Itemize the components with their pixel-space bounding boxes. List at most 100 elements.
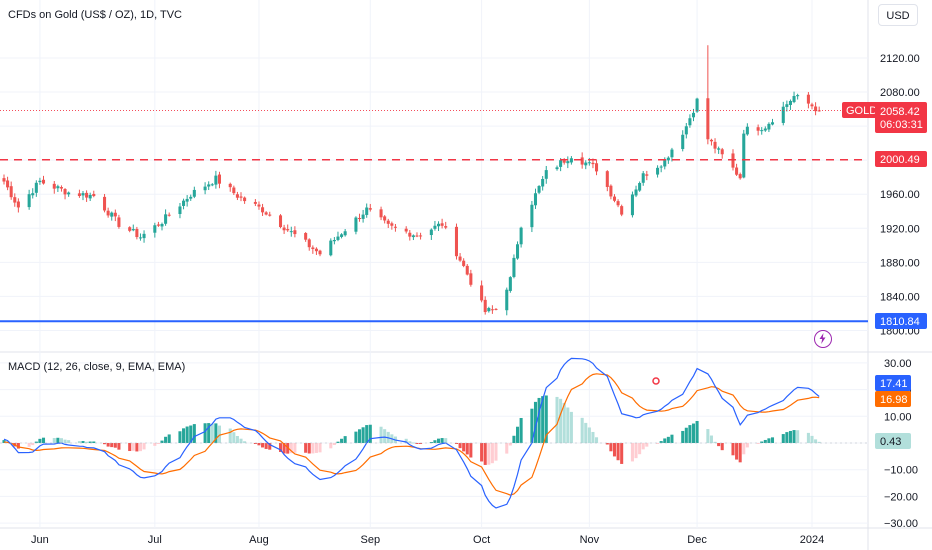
candle-body [304,233,308,240]
candle-body [595,163,599,172]
candle-body [490,309,494,311]
macd-histogram-bar [645,443,649,447]
candle-body [720,149,724,155]
lightning-icon[interactable] [814,330,832,348]
candle-body [332,240,336,242]
candle-body [311,247,315,249]
candle-body [235,194,239,198]
time-tick-label: Sep [361,534,381,546]
candle-body [569,158,573,163]
candle-body [264,212,268,215]
macd-tick-label: −20.00 [884,491,918,503]
candle-body [106,210,110,216]
macd-histogram-bar [268,443,272,450]
candle-body [609,185,613,197]
macd-histogram-bar [480,443,484,462]
macd-histogram-bar [663,438,667,443]
time-tick-label: Aug [249,534,269,546]
candle-body [110,212,114,217]
candle-body [41,179,46,184]
macd-histogram-bar [354,431,358,443]
candle-body [663,159,667,167]
macd-histogram-bar [34,441,38,443]
candle-body [379,209,383,218]
signal-line [3,373,820,496]
candle-body [167,214,171,216]
macd-histogram-bar [666,436,670,443]
macd-histogram-bar [156,443,160,444]
candle-body [656,167,660,175]
resistance-value: 2000.49 [880,154,920,166]
macd-histogram-bar [796,430,800,443]
macd-histogram-bar [185,426,189,443]
macd-histogram-bar [429,442,433,444]
macd-histogram-bar [92,441,96,443]
candle-body [530,204,534,228]
candle-body [340,234,344,237]
price-layer [0,45,868,323]
currency-button[interactable]: USD [878,4,918,26]
macd-histogram-bar [688,425,692,443]
macd-histogram-bar [128,443,132,452]
candle-body [792,96,796,103]
macd-histogram-bar [2,440,6,443]
candle-body [182,200,186,206]
macd-histogram-bar [182,428,186,443]
macd-histogram-bar [458,443,462,449]
macd-histogram-bar [781,434,785,443]
candle-body [67,192,71,195]
candle-body [343,231,347,236]
candle-body [318,250,322,255]
candle-body [659,166,663,168]
candle-body [314,248,318,252]
macd-histogram-bar [135,443,139,452]
candle-body [666,157,670,161]
axis-layer: 2120.002080.002040.002000.001960.001920.… [31,53,920,546]
candle-body [688,118,692,126]
macd-histogram-bar [469,443,473,458]
candle-body [289,231,293,233]
macd-histogram-bar [189,425,193,443]
time-tick-label: Jul [148,534,162,546]
candle-body [645,174,649,176]
candle-body [670,149,674,158]
macd-histogram-bar [559,398,563,443]
macd-histogram-bar [103,443,107,445]
alert-marker[interactable] [652,377,660,385]
macd-histogram-bar [530,408,534,443]
candle-body [767,123,771,130]
candle-body [336,236,340,240]
macd-histogram-bar [709,435,713,443]
macd-histogram-bar [555,396,559,443]
candle-body [185,198,189,202]
candle-body [88,194,92,199]
macd-histogram-bar [117,443,121,450]
macd-histogram-bar [307,443,311,454]
macd-histogram-bar [257,443,261,446]
candle-body [135,228,139,238]
macd-histogram-bar [609,443,613,452]
candle-body [81,193,85,196]
macd-histogram-bar [318,443,322,453]
candle-body [494,308,498,310]
candle-body [817,110,821,112]
price-tick-label: 2120.00 [880,53,920,65]
macd-histogram-bar [742,443,746,455]
candle-body [616,201,620,206]
candle-body [587,162,591,164]
macd-histogram-bar [404,438,408,443]
macd-histogram-bar [31,443,35,446]
candle-body [684,126,688,135]
macd-histogram-bar [814,439,818,443]
candle-body [160,223,164,227]
candle-body [113,212,117,217]
candle-body [763,128,767,131]
macd-value-box [875,375,911,391]
candle-body [27,194,31,208]
macd-histogram-bar [340,438,344,443]
price-tick-label: 1960.00 [880,189,920,201]
macd-histogram-bar [106,443,110,447]
macd-histogram-bar [160,440,164,443]
macd-histogram-bar [368,424,372,443]
